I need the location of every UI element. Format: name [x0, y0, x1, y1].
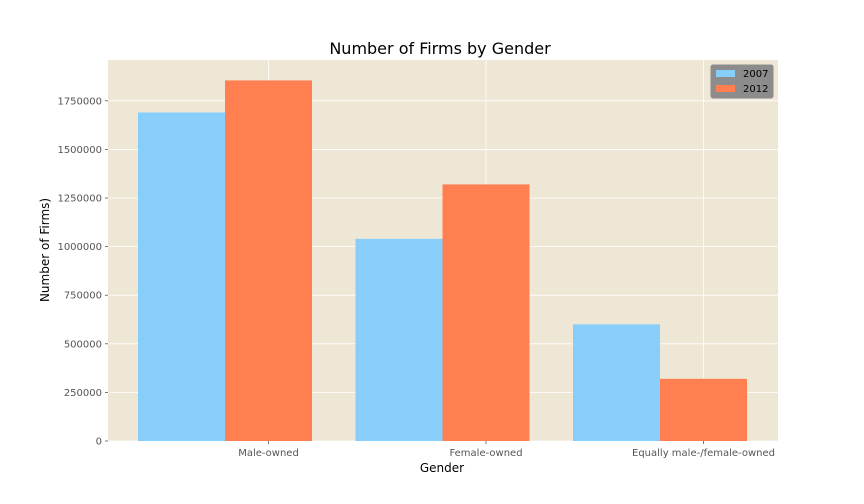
y-tick-label: 250000	[64, 388, 102, 399]
bar-2012-1	[442, 184, 530, 442]
y-tick-label: 0	[96, 437, 102, 448]
y-axis-ticks: 0 250000 500000 750000 1000000 1250000 1500000…	[57, 96, 108, 448]
bar-2007-0	[138, 112, 225, 442]
bar-2012-2	[660, 378, 747, 441]
y-tick-label: 1750000	[57, 96, 102, 107]
chart-title: Number of Firms by Gender	[329, 39, 551, 58]
legend: 2007 2012	[710, 64, 774, 99]
bar-2012-0	[225, 80, 312, 442]
bar-2007-2	[573, 324, 660, 441]
y-tick-label: 750000	[64, 291, 102, 302]
x-tick-label: Male-owned	[238, 448, 299, 459]
y-tick-label: 500000	[64, 339, 102, 350]
bars	[138, 80, 747, 442]
y-axis-title: Number of Firms)	[38, 198, 52, 302]
bar-2007-1	[355, 238, 443, 441]
x-axis-title: Gender	[420, 461, 464, 475]
legend-swatch-2012	[716, 85, 735, 92]
legend-label-2007: 2007	[743, 69, 768, 80]
x-tick-label: Equally male-/female-owned	[632, 448, 775, 459]
x-tick-label: Female-owned	[449, 448, 522, 459]
y-tick-label: 1000000	[57, 242, 102, 253]
legend-label-2012: 2012	[743, 84, 768, 95]
y-tick-label: 1250000	[57, 194, 102, 205]
y-tick-label: 1500000	[57, 145, 102, 156]
legend-swatch-2007	[716, 70, 735, 77]
x-axis-ticks: Male-owned Female-owned Equally male-/fema…	[238, 441, 775, 459]
